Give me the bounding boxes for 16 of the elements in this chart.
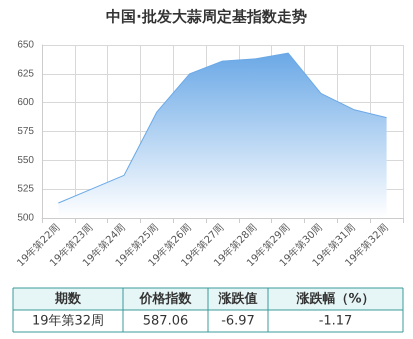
y-tick-label: 575 xyxy=(17,126,34,137)
text: -6.97 xyxy=(221,314,255,328)
text: 期数 xyxy=(54,292,82,306)
text: 价格指数 xyxy=(138,292,192,306)
y-tick-label: 650 xyxy=(17,40,34,50)
y-tick-label: 625 xyxy=(17,68,34,80)
text: 涨跌值 xyxy=(218,292,258,306)
y-tick-label: 600 xyxy=(17,97,34,108)
y-tick-label: 525 xyxy=(17,184,34,195)
text: 涨跌幅（%） xyxy=(295,292,375,306)
text: 587.06 xyxy=(142,314,188,328)
y-tick-label: 550 xyxy=(17,154,34,166)
text: -1.17 xyxy=(318,314,352,328)
text: 19年第32周 xyxy=(32,314,104,328)
chart-title: 中国·批发大蒜周定基指数走势 xyxy=(106,8,307,26)
y-tick-label: 500 xyxy=(17,212,34,224)
